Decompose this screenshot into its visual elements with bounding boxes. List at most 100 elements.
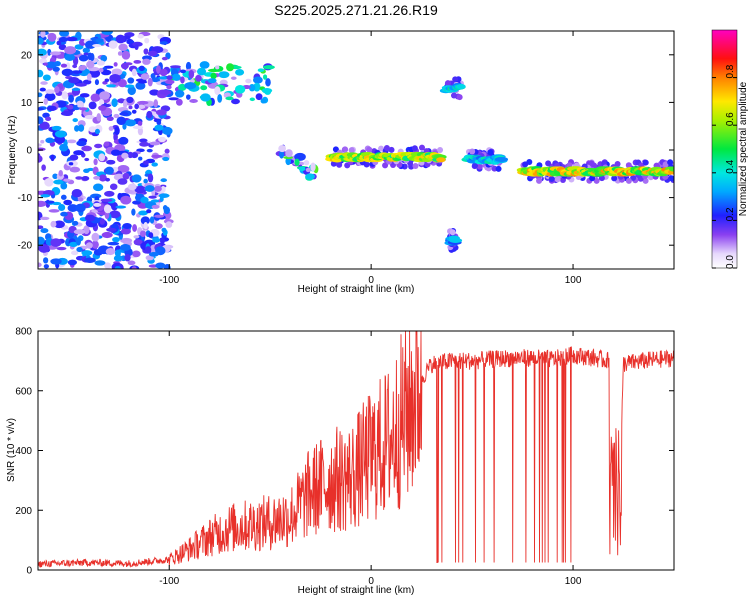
spectral-blob [159,41,169,45]
spectral-blob [444,80,451,87]
spectral-blob [103,141,110,147]
spectral-blob [94,79,100,86]
spectral-blob [108,126,114,131]
spectral-blob [64,53,76,61]
spectral-blob [53,220,65,229]
spectral-blob [630,174,637,181]
spectral-blob [161,227,167,233]
spectral-blob [48,209,60,213]
y-tick-label: 400 [15,446,32,457]
spectral-blob [93,158,98,166]
spectral-blob [125,119,137,127]
y-tick-label: 0 [26,146,32,157]
spectral-blob [133,239,143,245]
spectral-blob [40,228,49,234]
spectral-blob [84,214,96,222]
spectral-blob [162,205,168,211]
spectral-blob [285,157,292,166]
spectral-blob [119,244,131,251]
spectral-blob [153,185,162,192]
spectral-blob [143,160,149,165]
spectral-blob [82,79,92,85]
spectral-blob [180,76,185,84]
spectral-blob [52,173,58,180]
spectral-blob [123,99,128,109]
spectral-blob [147,50,158,57]
spectral-blob [82,47,91,54]
spectral-blob [262,74,268,80]
spectral-blob [88,101,97,110]
spectral-blob [38,48,47,56]
spectral-blob [144,246,152,254]
spectral-blob [87,73,92,81]
spectral-blob [45,89,55,94]
spectral-blob [38,116,44,125]
spectral-blob [134,103,139,110]
spectral-blob [81,250,93,256]
spectral-blob [50,258,62,265]
spectral-blob [44,92,56,102]
spectral-blob [131,208,136,216]
spectral-blob [44,200,55,204]
spectral-blob [84,257,96,263]
spectral-blob [418,144,425,151]
spectral-blob [93,183,104,192]
spectral-blob [135,81,146,90]
spectral-blob [122,222,132,230]
spectral-blob [165,79,175,85]
spectral-blob [144,185,155,192]
spectral-blob [38,143,42,147]
spectral-blob [76,140,87,147]
spectral-blob [158,76,170,80]
spectral-blob [151,204,160,209]
spectral-blob [131,109,137,114]
spectral-blob [252,76,263,84]
spectral-blob [411,145,418,152]
spectral-blob [139,141,150,147]
spectral-blob [74,125,80,132]
spectral-blob [589,175,596,182]
spectral-blob [117,51,123,56]
spectral-blob [245,78,252,84]
spectral-blob [58,169,63,177]
spectral-blob [91,240,99,249]
spectral-blob [115,34,126,44]
spectral-blob [132,125,144,130]
spectral-blob [154,124,164,131]
figure-title: S225.2025.271.21.26.R19 [274,2,438,18]
spectral-blob [64,46,77,55]
spectral-blob [59,31,70,37]
spectral-blob [149,216,155,224]
y-tick-label: 10 [21,98,33,109]
spectral-blob [452,76,459,83]
spectral-blob [103,204,112,214]
spectral-blob [124,84,135,88]
spectral-blob [348,147,355,154]
spectral-blob [38,107,44,111]
spectral-blob [184,82,197,90]
spectral-blob [96,60,105,66]
spectral-blob [140,73,150,80]
spectral-blob [38,200,47,207]
spectral-blob [127,86,136,96]
spectral-blob [165,221,173,228]
spectral-blob [117,79,127,88]
spectral-blob [68,162,74,166]
spectral-blob [298,166,306,171]
spectral-blob [170,65,181,69]
spectral-blob [536,177,543,184]
y-tick-label: -10 [18,193,33,204]
spectral-blob [522,161,529,168]
spectral-blob [154,223,163,230]
spectral-blob [127,151,134,159]
spectral-blob [63,199,73,206]
spectral-blob [50,220,57,228]
spectral-blob [106,159,116,165]
spectral-blob [642,177,649,184]
spectral-blob [469,148,476,155]
spectral-blob [120,195,132,205]
spectral-blob [75,31,82,40]
spectral-blob [119,112,129,116]
spectral-blob [226,63,234,72]
